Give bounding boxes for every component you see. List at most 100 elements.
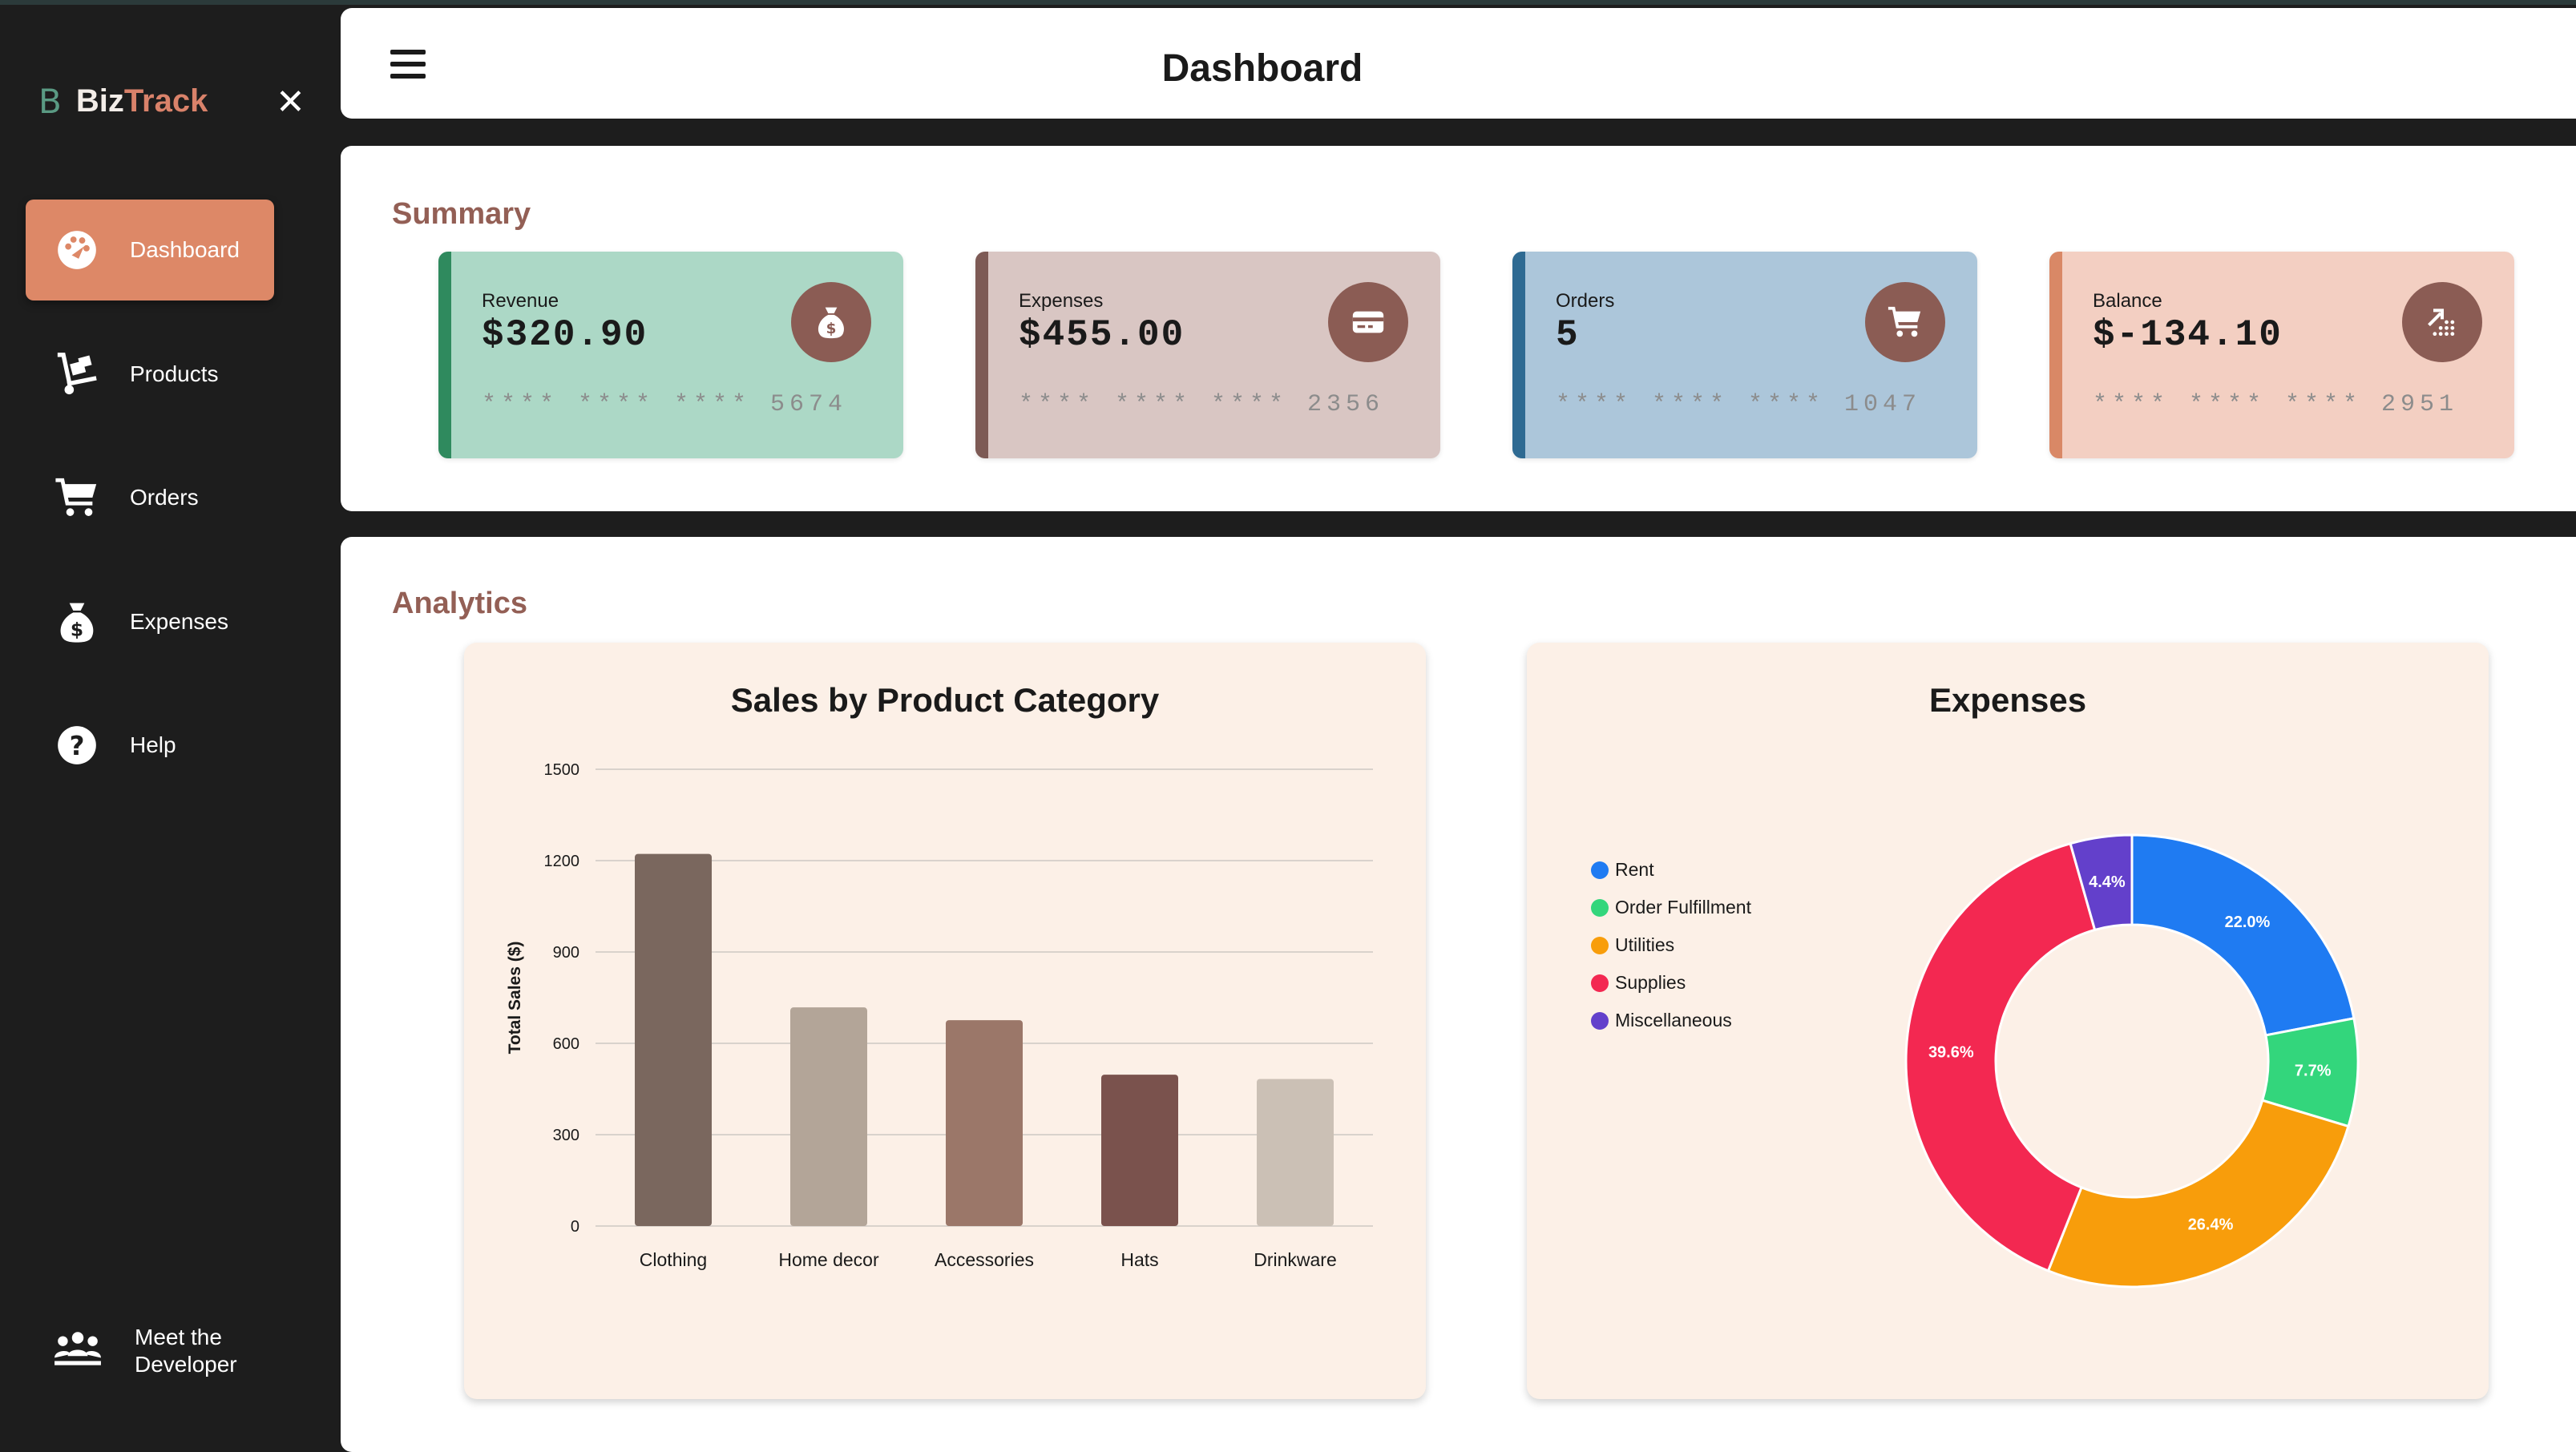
orders-card: Orders 5 **** **** **** 1047 [1512,252,1977,458]
x-tick-label: Hats [1120,1249,1158,1270]
card-label: Balance [2093,290,2162,312]
meet-developer-link[interactable]: Meet the Developer [53,1324,263,1378]
doughnut-slice[interactable] [2069,833,2134,932]
legend-item[interactable]: Order Fulfillment [1591,889,1751,926]
card-masked-number: **** **** **** 2951 [2093,391,2459,418]
card-value: $455.00 [1019,314,1185,356]
y-tick-label: 1200 [544,853,580,870]
y-tick-label: 600 [553,1035,579,1053]
sidebar-item-label: Products [130,361,219,386]
sidebar-item-label: Help [130,732,176,757]
svg-text:$: $ [826,321,837,337]
bar[interactable] [790,1007,867,1226]
card-value: 5 [1556,314,1580,356]
slice-label: 39.6% [1928,1043,1974,1061]
expenses-legend: Rent Order Fulfillment Utilities Supplies Mi… [1591,851,1751,1039]
bar[interactable] [1101,1075,1178,1226]
slice-label: 4.4% [2089,873,2126,891]
sidebar-item-help[interactable]: ? Help [26,695,274,796]
y-tick-label: 300 [553,1127,579,1144]
legend-item[interactable]: Rent [1591,851,1751,889]
analytics-panel: Analytics Sales by Product Category 0 300… [341,537,2576,1452]
sidebar-item-label: Orders [130,485,199,510]
x-tick-label: Home decor [778,1249,879,1270]
page-title: Dashboard [1161,47,1363,90]
question-icon: ? [53,721,101,769]
bar[interactable] [635,853,712,1226]
legend-label: Rent [1615,859,1654,880]
card-stripe [1512,252,1525,458]
logo-letter: B [38,82,62,121]
brand-name: BizTrack [76,83,208,119]
balance-card: Balance $-134.10 **** **** **** 2951 [2049,252,2514,458]
trend-icon [2402,282,2482,362]
window-top-border [0,0,2576,5]
legend-item[interactable]: Utilities [1591,926,1751,964]
chart-title: Sales by Product Category [730,681,1160,719]
card-stripe [438,252,451,458]
svg-text:$: $ [71,619,83,641]
legend-swatch [1591,861,1609,879]
legend-swatch [1591,974,1609,992]
top-header: Dashboard [341,8,2576,119]
sales-bar-chart: 0 300 600 900 1200 1500 Clothing Home decor Acce… [506,761,1373,1270]
card-value: $-134.10 [2093,314,2283,356]
expenses-chart-card: Expenses Rent Order Fulfillment Utilities S… [1527,643,2489,1399]
brand-name-part2: Track [123,83,208,119]
expenses-doughnut-chart: 22.0% 7.7% 26.4% 39.6% 4.4% [1904,833,2360,1289]
legend-swatch [1591,898,1609,917]
analytics-heading: Analytics [392,587,527,620]
legend-item[interactable]: Miscellaneous [1591,1002,1751,1039]
close-sidebar-icon[interactable]: ✕ [276,82,305,123]
expenses-card: Expenses $455.00 **** **** **** 2356 [975,252,1440,458]
x-tick-label: Accessories [935,1249,1034,1270]
card-stripe [2049,252,2062,458]
credit-card-icon [1328,282,1408,362]
sidebar: B BizTrack ✕ Dashboard Products Orders $… [0,5,316,1452]
card-stripe [975,252,988,458]
money-bag-icon: $ [53,598,101,646]
y-tick-label: 900 [553,944,579,962]
sidebar-item-orders[interactable]: Orders [26,447,274,548]
y-tick-label: 1500 [544,761,580,779]
legend-swatch [1591,936,1609,954]
cart-icon [1865,282,1945,362]
svg-text:?: ? [70,731,85,761]
card-label: Revenue [482,290,559,312]
summary-panel: Summary Revenue $320.90 **** **** **** 5… [341,146,2576,511]
card-label: Expenses [1019,290,1104,312]
slice-label: 22.0% [2225,914,2271,931]
money-bag-icon: $ [791,282,871,362]
legend-label: Order Fulfillment [1615,897,1751,918]
sales-chart-card: Sales by Product Category 0 300 600 900 1200… [464,643,1426,1399]
legend-label: Miscellaneous [1615,1010,1732,1031]
y-tick-label: 0 [571,1218,579,1236]
revenue-card: Revenue $320.90 **** **** **** 5674 $ [438,252,903,458]
bar[interactable] [1257,1079,1334,1226]
card-masked-number: **** **** **** 1047 [1556,391,1922,418]
sidebar-item-dashboard[interactable]: Dashboard [26,200,274,300]
brand-logo[interactable]: B BizTrack [38,82,208,121]
doughnut-slice[interactable] [1904,841,2097,1273]
legend-item[interactable]: Supplies [1591,964,1751,1002]
people-icon [53,1329,103,1373]
hamburger-icon[interactable] [390,50,426,79]
card-value: $320.90 [482,314,648,356]
sidebar-item-label: Dashboard [130,237,240,262]
bar[interactable] [946,1020,1023,1226]
y-axis-label: Total Sales ($) [506,942,524,1055]
legend-swatch [1591,1011,1609,1030]
doughnut-slice[interactable] [2130,833,2356,1037]
slice-label: 7.7% [2295,1063,2332,1080]
summary-heading: Summary [392,197,531,231]
legend-label: Supplies [1615,972,1686,993]
sidebar-item-expenses[interactable]: $ Expenses [26,571,274,672]
x-tick-label: Clothing [640,1249,707,1270]
brand-name-part1: Biz [75,83,124,119]
card-label: Orders [1556,290,1615,312]
palette-icon [53,226,101,274]
meet-developer-label: Meet the Developer [135,1325,237,1377]
card-masked-number: **** **** **** 2356 [1019,391,1385,418]
doughnut-slice[interactable] [2046,1099,2350,1289]
sidebar-item-products[interactable]: Products [26,324,274,425]
